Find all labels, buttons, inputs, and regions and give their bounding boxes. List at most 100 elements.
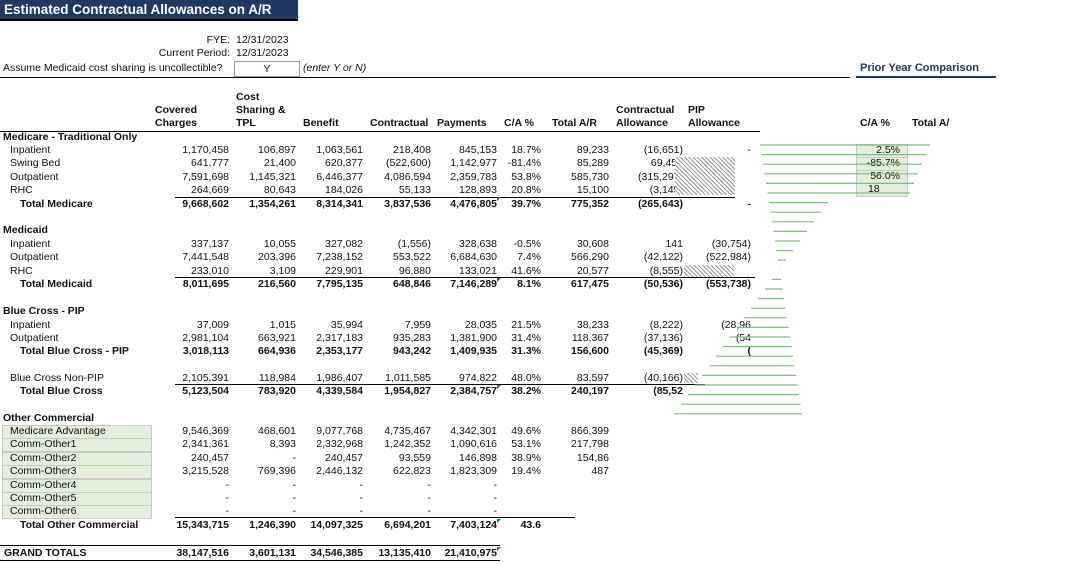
total-cell: 7,403,124 (450, 519, 497, 531)
hdr-py-ca: C/A % (860, 117, 890, 129)
value-cell: 7,959 (404, 319, 431, 331)
value-cell: 585,730 (571, 170, 609, 183)
fye-label: FYE: (206, 34, 230, 46)
value-cell: 487 (591, 465, 609, 478)
row-label: Inpatient (10, 144, 51, 156)
total-cell: 617,475 (571, 278, 609, 290)
total-cell: 943,242 (393, 345, 431, 357)
value-cell: 6,684,630 (450, 251, 497, 264)
fye-value[interactable]: 12/31/2023 (236, 34, 289, 46)
pip-hatch-medicaid (684, 265, 734, 277)
value-cell: - (292, 451, 297, 464)
row-label: Inpatient (10, 319, 51, 331)
sheet-title-bar: Estimated Contractual Allowances on A/R (0, 0, 298, 21)
value-cell: 327,082 (325, 238, 363, 250)
value-cell: 28,035 (464, 319, 497, 331)
section-title: Medicare - Traditional Only (3, 131, 138, 143)
value-cell: 106,897 (258, 144, 296, 156)
total-cell: (265,643) (638, 198, 683, 210)
value-cell: 2,359,783 (450, 170, 497, 183)
total-cell: 2,384,757 (450, 385, 497, 397)
value-cell: 7,591,698 (182, 170, 229, 183)
section-title: Other Commercial (3, 412, 95, 424)
value-cell: 69,451 (650, 157, 683, 170)
total-cell: 1,409,935 (450, 345, 497, 357)
py-ca-3: 56.0% (870, 170, 900, 182)
value-cell: 118,984 (258, 372, 296, 384)
value-cell: 118,367 (571, 332, 609, 345)
value-cell: 4,342,301 (450, 425, 497, 437)
value-cell: 19.4% (511, 465, 541, 478)
value-cell: 15,100 (576, 183, 609, 196)
hdr-ca-allow-1: Contractual (616, 104, 675, 116)
value-cell: 1,823,309 (450, 465, 497, 478)
value-cell: (3,145) (649, 183, 683, 196)
value-cell: 620,377 (325, 157, 363, 170)
total-cell: (50,536) (643, 278, 683, 290)
value-cell: 9,077,768 (316, 425, 363, 437)
section-title: Blue Cross - PIP (3, 305, 85, 317)
value-cell: 8,393 (269, 438, 296, 451)
row-label: Comm-Other2 (10, 451, 77, 464)
value-cell: 935,283 (393, 332, 431, 345)
value-cell: 89,233 (576, 144, 609, 156)
value-cell: - (225, 505, 230, 518)
value-cell: 845,153 (459, 144, 497, 156)
hdr-py-total: Total A/ (912, 117, 950, 129)
value-cell: 866,399 (571, 425, 609, 437)
period-value[interactable]: 12/31/2023 (236, 47, 289, 59)
row-label: Comm-Other3 (10, 465, 77, 478)
row-label: Total Medicaid (20, 278, 93, 290)
value-cell: 10,055 (263, 238, 296, 250)
value-cell: (522,984) (706, 251, 751, 264)
value-cell: (54 (735, 332, 751, 345)
hdr-pip-2: Allowance (688, 117, 740, 129)
value-cell: 240,457 (325, 451, 363, 464)
value-cell: 133,021 (459, 264, 497, 277)
total-cell: 5,123,504 (182, 385, 229, 397)
value-cell: 41.6% (511, 264, 541, 277)
value-cell: 622,823 (393, 465, 431, 478)
row-label: Outpatient (10, 332, 59, 345)
hdr-cost-1: Cost (236, 91, 260, 103)
pip-hatch-medicare (675, 157, 735, 195)
total-cell: 7,795,135 (316, 278, 363, 290)
total-cell: 775,352 (571, 198, 609, 210)
hdr-benefit: Benefit (303, 117, 339, 129)
cell-indicator-flag (497, 385, 501, 389)
value-cell: - (427, 492, 432, 504)
total-cell: 6,694,201 (384, 519, 431, 531)
value-cell: - (359, 505, 364, 518)
row-label: RHC (10, 183, 33, 196)
total-cell: 43.6 (520, 519, 541, 531)
total-cell: 3,837,536 (384, 198, 431, 210)
value-cell: 337,137 (191, 238, 229, 250)
value-cell: 769,396 (258, 465, 296, 478)
hdr-cost-2: Sharing & (236, 104, 286, 116)
value-cell: 641,777 (191, 157, 229, 170)
total-cell: 9,668,602 (182, 198, 229, 210)
medicaid-cost-sharing-input[interactable]: Y (234, 61, 300, 77)
value-cell: (30,754) (711, 238, 751, 250)
row-label: Comm-Other1 (10, 438, 77, 451)
value-cell: 1,015 (269, 319, 296, 331)
value-cell: 2,981,104 (182, 332, 229, 345)
row-label: Outpatient (10, 170, 59, 183)
value-cell: (522,600) (386, 157, 431, 170)
total-cell: 3,601,131 (249, 547, 296, 559)
value-cell: 20.8% (511, 183, 541, 196)
value-cell: 468,601 (258, 425, 296, 437)
value-cell: (37,136) (643, 332, 683, 345)
commercial-payer-name-cell[interactable] (2, 505, 152, 520)
total-cell: 1,954,827 (384, 385, 431, 397)
total-cell: 216,560 (258, 278, 296, 290)
total-cell: 1,354,261 (249, 198, 296, 210)
value-cell: 1,145,321 (249, 170, 296, 183)
total-cell: 3,018,113 (182, 345, 229, 357)
total-cell: 664,936 (258, 345, 296, 357)
value-cell: 264,669 (191, 183, 229, 196)
value-cell: 566,290 (571, 251, 609, 264)
hdr-cost-3: TPL (236, 117, 256, 129)
value-cell: 663,921 (258, 332, 296, 345)
